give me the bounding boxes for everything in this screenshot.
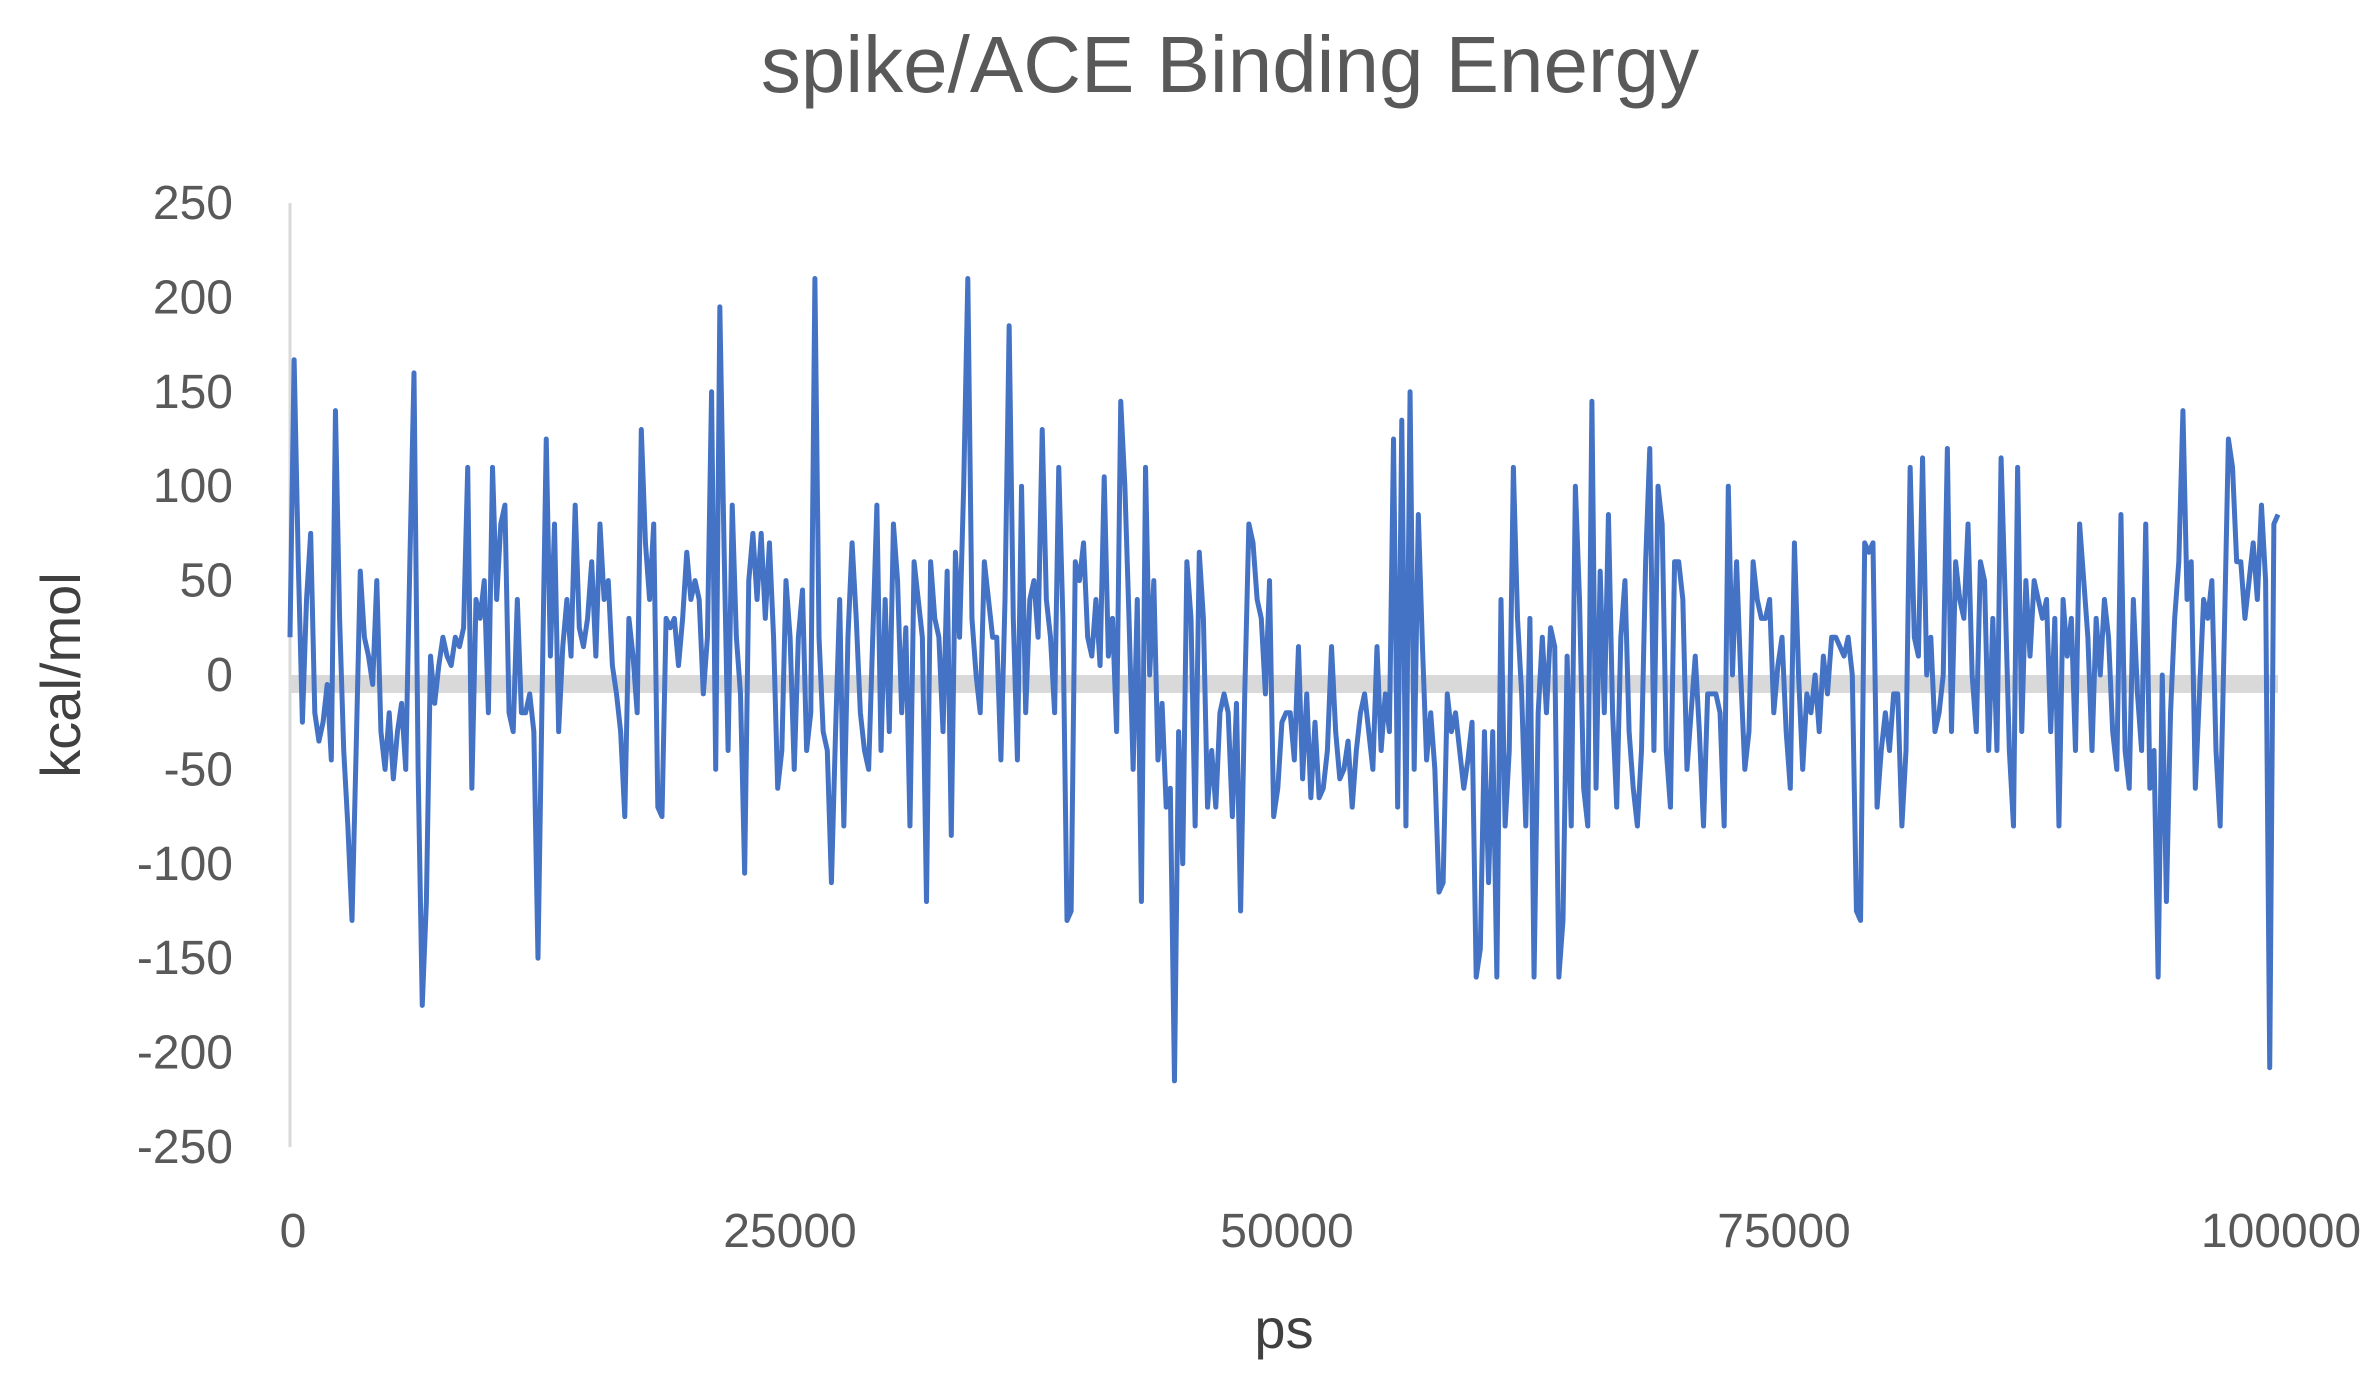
series-group [287,276,2281,1084]
x-axis-tick-labels: 0 25000 50000 75000 100000 [280,1205,2361,1258]
y-tick-label: 150 [153,366,233,419]
y-tick-label: 50 [180,555,233,608]
y-tick-label: -200 [137,1027,233,1080]
x-tick-label: 50000 [1220,1205,1353,1258]
y-tick-label: 200 [153,271,233,324]
y-axis-title: kcal/mol [29,572,92,777]
series-line [287,276,2281,1084]
x-tick-label: 100000 [2201,1205,2361,1258]
y-tick-label: 0 [206,649,233,702]
y-axis-tick-labels: 250 200 150 100 50 0 -50 -100 -150 -200 -250 [137,177,233,1174]
y-tick-label: 250 [153,177,233,230]
x-tick-label: 25000 [723,1205,856,1258]
y-tick-label: -150 [137,932,233,985]
chart-title: spike/ACE Binding Energy [761,20,1699,109]
x-axis-title: ps [1254,1297,1313,1360]
y-tick-label: 100 [153,460,233,513]
y-tick-label: -50 [164,743,233,796]
x-tick-label: 75000 [1717,1205,1850,1258]
y-tick-label: -250 [137,1121,233,1174]
x-tick-label: 0 [280,1205,307,1258]
y-tick-label: -100 [137,838,233,891]
